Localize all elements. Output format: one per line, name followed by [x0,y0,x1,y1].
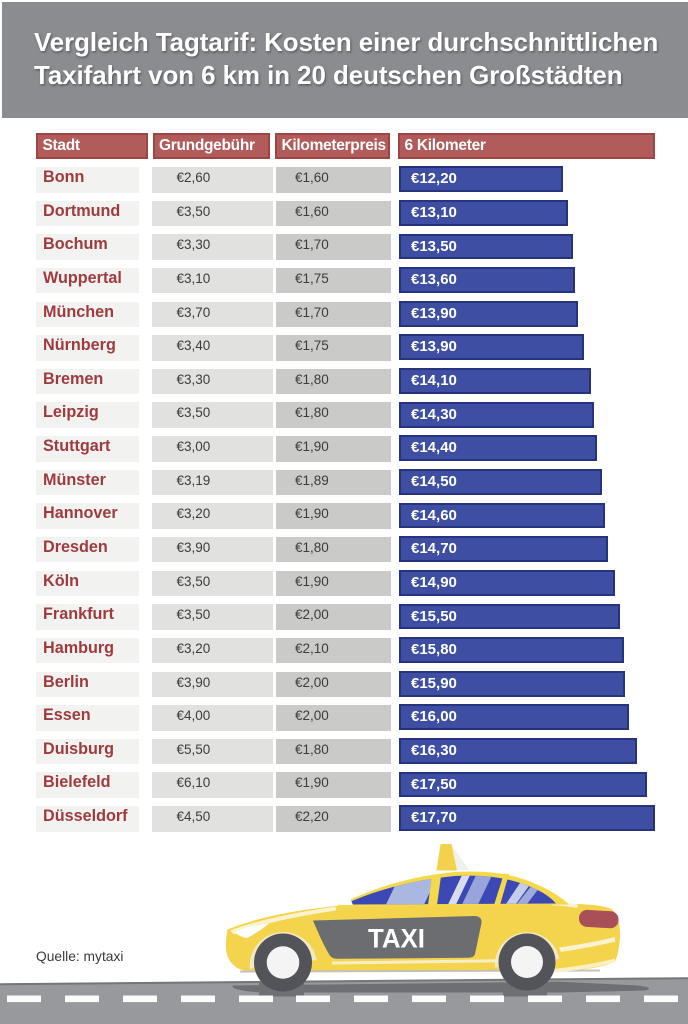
svg-text:TAXI: TAXI [368,924,425,954]
